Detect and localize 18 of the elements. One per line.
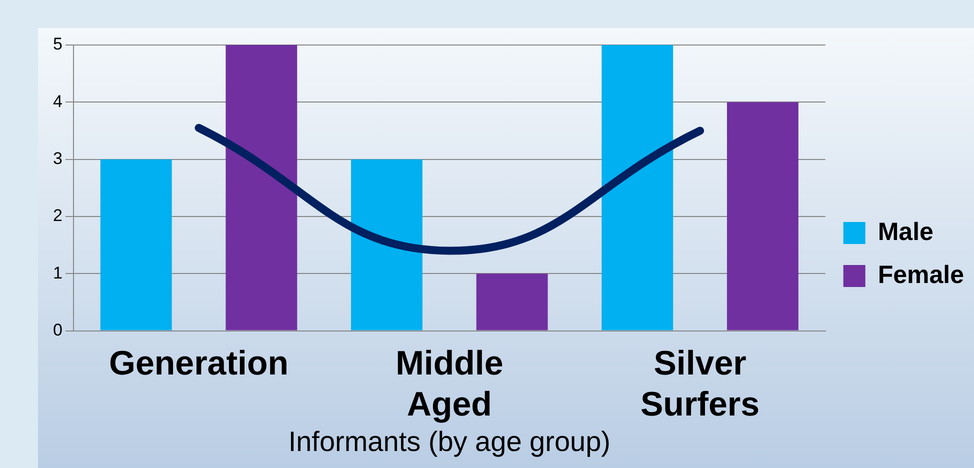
bar [226, 45, 298, 330]
bar [476, 274, 548, 330]
bar [726, 102, 798, 330]
y-tick-label: 4 [52, 92, 62, 111]
bar [602, 45, 674, 330]
y-tick-label: 2 [52, 206, 62, 226]
y-tick-label: 1 [52, 263, 62, 282]
x-tick-label: Generation [109, 344, 289, 383]
y-tick-label: 0 [52, 320, 62, 340]
bar [100, 159, 172, 330]
legend-label: Female [878, 260, 964, 289]
x-tick-label: Silver Surfers [640, 344, 760, 424]
legend-label: Male [878, 218, 934, 246]
y-tick-label: 5 [52, 34, 62, 54]
x-tick-label: Middle Aged [396, 344, 504, 424]
bar [351, 159, 422, 330]
x-axis-title: Informants (by age group) [288, 426, 610, 457]
y-tick-label: 3 [52, 149, 62, 168]
